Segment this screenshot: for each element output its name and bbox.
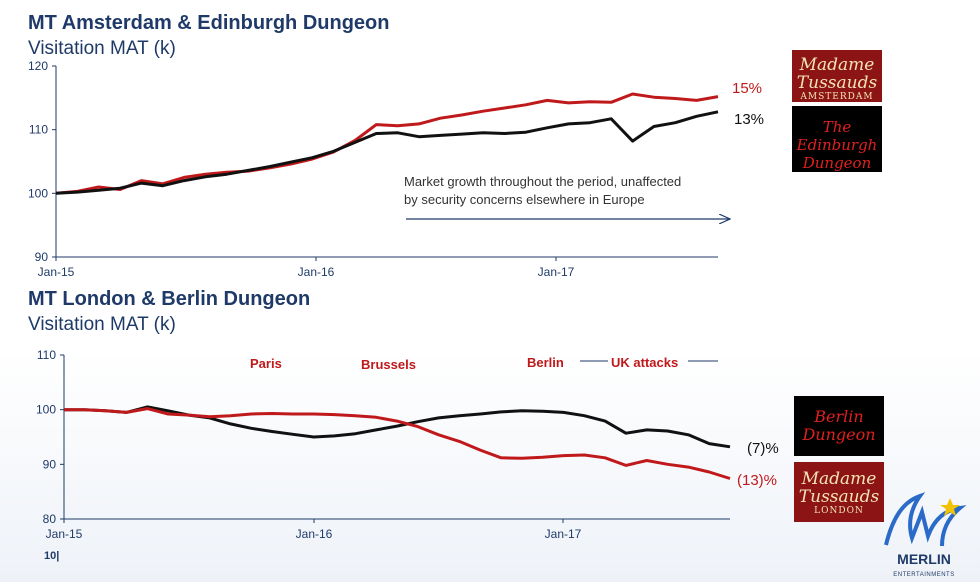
edinburgh-dungeon-logo-name: The Edinburgh Dungeon bbox=[796, 118, 878, 172]
x-tick-label: Jan-15 bbox=[46, 527, 83, 541]
page-number: 10| bbox=[44, 550, 60, 562]
end-label-mt-london: (13)% bbox=[737, 472, 777, 489]
mt-amsterdam-logo: Madame Tussauds AMSTERDAM bbox=[792, 50, 882, 102]
berlin-dungeon-logo-name: Berlin Dungeon bbox=[802, 407, 876, 444]
chart-subtitle-top: Visitation MAT (k) bbox=[28, 38, 176, 59]
mt-london-logo: Madame Tussauds LONDON bbox=[794, 462, 884, 522]
series-line-madame-tussauds-london bbox=[64, 407, 731, 480]
end-label-mt-amsterdam: 15% bbox=[732, 80, 762, 97]
y-tick-label: 100 bbox=[36, 403, 56, 417]
x-tick-label: Jan-17 bbox=[538, 265, 575, 279]
y-tick-label: 90 bbox=[43, 457, 57, 471]
annotation-line-1: Market growth throughout the period, una… bbox=[404, 174, 681, 189]
annotation-line-2: by security concerns elsewhere in Europe bbox=[404, 192, 645, 207]
chart-title-bottom: MT London & Berlin Dungeon bbox=[28, 288, 311, 310]
y-tick-label: 100 bbox=[28, 186, 48, 200]
x-tick-label: Jan-16 bbox=[296, 527, 333, 541]
mt-london-logo-name: Madame Tussauds bbox=[798, 469, 880, 507]
merlin-logo-name: MERLIN bbox=[897, 551, 951, 567]
event-label-paris: Paris bbox=[250, 356, 282, 371]
y-tick-label: 110 bbox=[37, 348, 56, 362]
mt-amsterdam-logo-city: AMSTERDAM bbox=[800, 92, 874, 102]
merlin-star-icon bbox=[940, 498, 960, 516]
event-label-berlin: Berlin bbox=[527, 355, 564, 370]
berlin-dungeon-logo: Berlin Dungeon bbox=[794, 396, 884, 456]
chart-subtitle-bottom: Visitation MAT (k) bbox=[28, 314, 176, 335]
y-tick-label: 120 bbox=[28, 59, 48, 73]
end-label-berlin-dungeon: (7)% bbox=[747, 440, 779, 457]
event-label-uk-attacks: UK attacks bbox=[611, 355, 678, 370]
series-line-berlin-dungeon bbox=[64, 405, 731, 449]
mt-amsterdam-logo-name: Madame Tussauds bbox=[796, 55, 878, 93]
chart-bottom-plot: 80 90 100 110 Jan-15 Jan-16 Jan-17 bbox=[36, 348, 731, 541]
end-label-edinburgh: 13% bbox=[734, 111, 764, 128]
chart-title-top: MT Amsterdam & Edinburgh Dungeon bbox=[28, 12, 390, 34]
series-line-madame-tussauds-amsterdam bbox=[55, 92, 719, 195]
mt-london-logo-city: LONDON bbox=[814, 506, 864, 516]
merlin-logo: MERLIN ENTERTAINMENTS bbox=[884, 492, 967, 578]
series-line-edinburgh-dungeon bbox=[55, 110, 719, 195]
x-tick-label: Jan-15 bbox=[38, 265, 75, 279]
event-label-brussels: Brussels bbox=[361, 357, 416, 372]
y-tick-label: 110 bbox=[29, 123, 48, 137]
chart-top-plot: 90 100 110 120 Jan-15 Jan-16 Jan-17 bbox=[28, 59, 719, 279]
y-tick-label: 90 bbox=[35, 250, 49, 264]
x-tick-label: Jan-16 bbox=[298, 265, 335, 279]
merlin-logo-sub: ENTERTAINMENTS bbox=[893, 572, 954, 578]
y-tick-label: 80 bbox=[43, 512, 57, 526]
merlin-m-icon bbox=[884, 492, 967, 547]
edinburgh-dungeon-logo: The Edinburgh Dungeon bbox=[792, 106, 882, 172]
x-tick-label: Jan-17 bbox=[545, 527, 582, 541]
